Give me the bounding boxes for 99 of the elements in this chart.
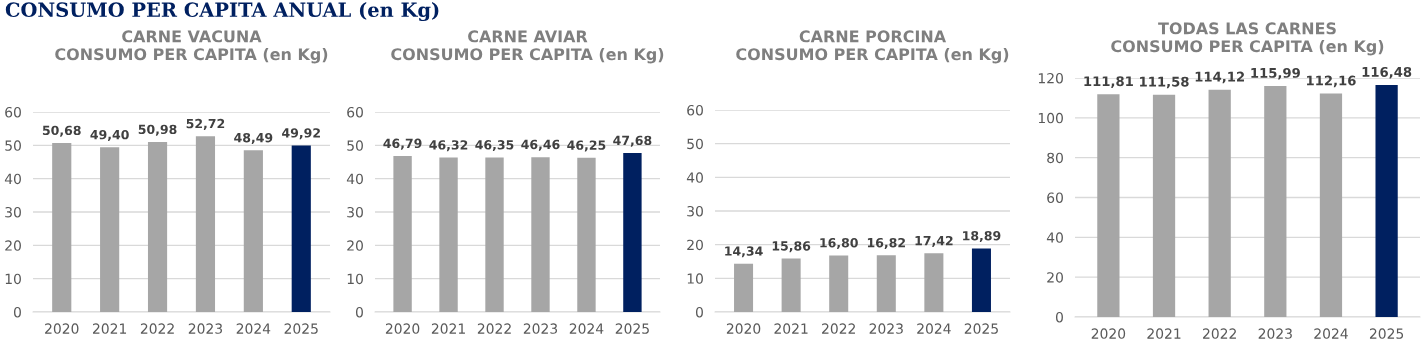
bar (924, 253, 944, 312)
data-label: 112,16 (1307, 75, 1356, 88)
x-tick-label: 2025 (284, 323, 318, 334)
y-tick-label: 0 (355, 306, 363, 318)
y-tick-label: 40 (1046, 232, 1063, 243)
y-tick-label: 40 (4, 173, 21, 185)
x-tick-label: 2020 (385, 323, 420, 334)
y-tick-label: 20 (687, 239, 703, 251)
data-label: 50,68 (42, 125, 81, 137)
data-label: 18,89 (963, 230, 1001, 243)
y-tick-label: 60 (347, 106, 363, 118)
data-label: 52,72 (186, 118, 225, 130)
x-tick-label: 2023 (188, 323, 223, 334)
y-tick-label: 0 (695, 306, 703, 318)
data-label: 47,68 (613, 135, 652, 147)
y-tick-label: 50 (347, 140, 363, 151)
data-label: 16,82 (867, 237, 905, 249)
x-tick-label: 2022 (477, 323, 511, 334)
x-tick-label: 2024 (236, 323, 271, 334)
x-tick-label: 2021 (1147, 328, 1181, 339)
x-tick-label: 2021 (774, 323, 808, 334)
y-tick-label: 10 (687, 273, 703, 284)
y-tick-label: 0 (1055, 311, 1063, 323)
data-label: 46,32 (429, 140, 468, 152)
x-tick-label: 2020 (1091, 328, 1126, 339)
bar (734, 263, 754, 312)
y-tick-label: 50 (687, 138, 703, 150)
data-label: 50,98 (138, 124, 177, 136)
y-tick-label: 60 (1047, 192, 1063, 203)
bar (876, 255, 896, 312)
bar (1152, 94, 1176, 317)
x-tick-label: 2024 (569, 323, 604, 334)
x-tick-label: 2025 (1369, 328, 1404, 339)
data-label: 46,46 (521, 139, 560, 151)
chart-title: CARNE AVIAR CONSUMO PER CAPITA (en Kg) (391, 30, 664, 64)
y-tick-label: 60 (5, 106, 21, 118)
data-label: 116,48 (1362, 66, 1412, 79)
y-tick-label: 80 (1047, 152, 1063, 164)
y-tick-label: 20 (1047, 272, 1063, 283)
y-tick-label: 100 (1038, 112, 1063, 124)
data-label: 14,34 (725, 246, 763, 258)
x-tick-label: 2021 (92, 323, 127, 334)
bar (971, 248, 991, 312)
x-tick-label: 2020 (45, 323, 79, 334)
y-tick-label: 20 (347, 240, 363, 251)
data-label: 48,49 (234, 132, 273, 144)
bar (100, 147, 120, 312)
y-tick-label: 10 (347, 273, 363, 285)
y-tick-label: 120 (1038, 72, 1063, 84)
data-label: 115,99 (1251, 67, 1300, 80)
bar (52, 143, 72, 312)
x-tick-label: 2020 (726, 323, 761, 334)
data-label: 111,58 (1140, 76, 1189, 89)
y-tick-label: 30 (347, 206, 363, 218)
bar (195, 136, 216, 312)
bar (147, 142, 168, 312)
chart-title: TODAS LAS CARNES CONSUMO PER CAPITA (en Kg) (1111, 22, 1384, 56)
y-tick-label: 20 (5, 240, 21, 251)
y-tick-label: 10 (5, 273, 21, 285)
y-tick-label: 30 (687, 205, 703, 217)
data-label: 46,25 (567, 140, 606, 152)
data-label: 46,79 (383, 138, 422, 150)
chart-title: CARNE VACUNA CONSUMO PER CAPITA (en Kg) (55, 30, 328, 64)
bar (829, 255, 849, 312)
x-tick-label: 2024 (917, 323, 951, 334)
data-label: 17,42 (915, 235, 953, 247)
bar (1319, 93, 1343, 317)
bar (243, 150, 263, 312)
x-tick-label: 2022 (1203, 328, 1236, 339)
chart-title: CARNE PORCINA CONSUMO PER CAPITA (en Kg) (736, 30, 1009, 64)
x-tick-label: 2023 (523, 323, 558, 334)
data-label: 15,86 (772, 241, 811, 253)
x-tick-label: 2022 (140, 323, 174, 334)
bar (1375, 85, 1398, 317)
data-label: 114,12 (1195, 71, 1244, 84)
y-tick-label: 40 (346, 173, 363, 185)
x-tick-label: 2023 (1258, 328, 1292, 339)
x-tick-label: 2024 (1314, 328, 1348, 339)
bar (781, 258, 801, 312)
bar (1097, 94, 1120, 317)
y-tick-label: 30 (5, 206, 21, 218)
bar (1264, 85, 1287, 317)
data-label: 46,35 (475, 140, 514, 152)
x-tick-label: 2023 (869, 323, 903, 334)
data-label: 16,80 (820, 238, 858, 250)
x-tick-label: 2025 (964, 323, 998, 334)
bar (291, 145, 311, 312)
y-tick-label: 0 (13, 306, 21, 318)
data-label: 111,81 (1084, 76, 1133, 88)
x-tick-label: 2022 (822, 323, 855, 334)
bar (1208, 89, 1231, 317)
y-tick-label: 60 (687, 104, 703, 116)
data-label: 49,92 (282, 128, 320, 140)
x-tick-label: 2021 (431, 323, 465, 334)
y-tick-label: 50 (5, 140, 21, 151)
text: CONSUMO PER CAPITA ANUAL (en Kg) (5, 2, 439, 22)
data-label: 49,40 (90, 129, 129, 141)
y-tick-label: 40 (686, 172, 703, 183)
x-tick-label: 2025 (615, 323, 649, 334)
